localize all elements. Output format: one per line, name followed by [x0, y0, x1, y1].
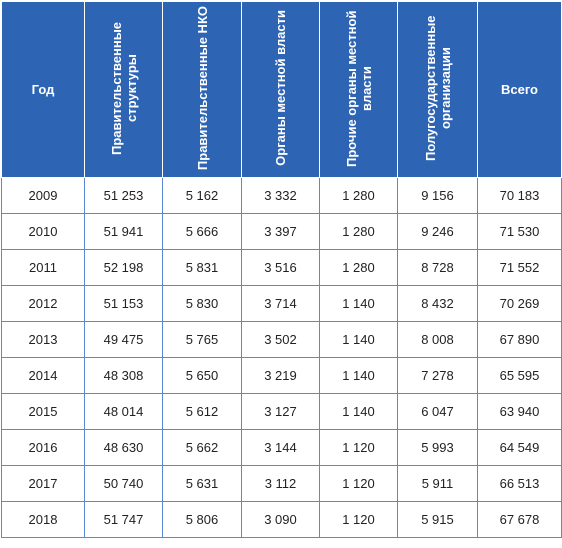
cell-semi-government: 5 993	[397, 429, 478, 466]
cell-other-local-authorities: 1 120	[319, 465, 398, 502]
cell-year: 2017	[1, 465, 85, 502]
cell-year: 2013	[1, 321, 85, 358]
cell-semi-government: 6 047	[397, 393, 478, 430]
cell-government-ngo: 5 831	[162, 249, 242, 286]
table-row: 2014 48 308 5 650 3 219 1 140 7 278 65 5…	[1, 357, 562, 394]
cell-government-ngo: 5 765	[162, 321, 242, 358]
cell-government-ngo: 5 666	[162, 213, 242, 250]
cell-year: 2011	[1, 249, 85, 286]
header-government-structures: Правительственные структуры	[84, 1, 163, 178]
cell-total: 70 183	[477, 177, 562, 214]
cell-government-ngo: 5 830	[162, 285, 242, 322]
cell-semi-government: 7 278	[397, 357, 478, 394]
table-body: 2009 51 253 5 162 3 332 1 280 9 156 70 1…	[1, 177, 562, 538]
table-row: 2017 50 740 5 631 3 112 1 120 5 911 66 5…	[1, 465, 562, 502]
header-government-structures-label: Правительственные структуры	[108, 21, 139, 155]
cell-local-authorities: 3 332	[241, 177, 320, 214]
header-total: Всего	[477, 1, 562, 178]
cell-year: 2018	[1, 501, 85, 538]
table-row: 2011 52 198 5 831 3 516 1 280 8 728 71 5…	[1, 249, 562, 286]
cell-local-authorities: 3 219	[241, 357, 320, 394]
cell-government-ngo: 5 806	[162, 501, 242, 538]
cell-other-local-authorities: 1 120	[319, 429, 398, 466]
cell-local-authorities: 3 516	[241, 249, 320, 286]
cell-semi-government: 8 728	[397, 249, 478, 286]
table-header: Год Правительственные структуры Правител…	[1, 1, 562, 178]
cell-other-local-authorities: 1 140	[319, 321, 398, 358]
cell-government-ngo: 5 631	[162, 465, 242, 502]
cell-government-structures: 48 308	[84, 357, 163, 394]
cell-total: 65 595	[477, 357, 562, 394]
cell-semi-government: 9 156	[397, 177, 478, 214]
header-other-local-authorities: Прочие органы местной власти	[319, 1, 398, 178]
header-total-label: Всего	[500, 82, 539, 97]
cell-government-structures: 48 014	[84, 393, 163, 430]
cell-government-ngo: 5 662	[162, 429, 242, 466]
cell-government-ngo: 5 162	[162, 177, 242, 214]
cell-local-authorities: 3 144	[241, 429, 320, 466]
cell-total: 67 678	[477, 501, 562, 538]
cell-semi-government: 5 911	[397, 465, 478, 502]
cell-other-local-authorities: 1 120	[319, 501, 398, 538]
cell-government-structures: 49 475	[84, 321, 163, 358]
cell-government-structures: 51 747	[84, 501, 163, 538]
cell-government-structures: 51 941	[84, 213, 163, 250]
cell-total: 66 513	[477, 465, 562, 502]
header-local-authorities-label: Органы местной власти	[273, 10, 288, 166]
cell-government-structures: 50 740	[84, 465, 163, 502]
cell-semi-government: 5 915	[397, 501, 478, 538]
cell-year: 2010	[1, 213, 85, 250]
cell-year: 2016	[1, 429, 85, 466]
cell-local-authorities: 3 112	[241, 465, 320, 502]
cell-semi-government: 8 008	[397, 321, 478, 358]
table-row: 2015 48 014 5 612 3 127 1 140 6 047 63 9…	[1, 393, 562, 430]
cell-year: 2014	[1, 357, 85, 394]
cell-semi-government: 8 432	[397, 285, 478, 322]
cell-total: 64 549	[477, 429, 562, 466]
header-semi-government-label: Полугосударственные организации	[422, 15, 453, 161]
cell-year: 2009	[1, 177, 85, 214]
cell-other-local-authorities: 1 280	[319, 249, 398, 286]
header-row: Год Правительственные структуры Правител…	[1, 1, 562, 178]
header-government-ngo-label: Правительственные НКО	[194, 5, 210, 171]
cell-government-structures: 52 198	[84, 249, 163, 286]
cell-year: 2012	[1, 285, 85, 322]
cell-local-authorities: 3 090	[241, 501, 320, 538]
cell-local-authorities: 3 397	[241, 213, 320, 250]
table-row: 2013 49 475 5 765 3 502 1 140 8 008 67 8…	[1, 321, 562, 358]
header-year-label: Год	[31, 82, 55, 97]
cell-other-local-authorities: 1 140	[319, 285, 398, 322]
cell-government-ngo: 5 612	[162, 393, 242, 430]
cell-government-structures: 48 630	[84, 429, 163, 466]
header-semi-government: Полугосударственные организации	[397, 1, 478, 178]
header-local-authorities: Органы местной власти	[241, 1, 320, 178]
cell-government-ngo: 5 650	[162, 357, 242, 394]
cell-total: 70 269	[477, 285, 562, 322]
cell-year: 2015	[1, 393, 85, 430]
table-row: 2018 51 747 5 806 3 090 1 120 5 915 67 6…	[1, 501, 562, 538]
table-row: 2010 51 941 5 666 3 397 1 280 9 246 71 5…	[1, 213, 562, 250]
header-year: Год	[1, 1, 85, 178]
cell-other-local-authorities: 1 140	[319, 393, 398, 430]
cell-total: 71 552	[477, 249, 562, 286]
table-row: 2016 48 630 5 662 3 144 1 120 5 993 64 5…	[1, 429, 562, 466]
cell-local-authorities: 3 502	[241, 321, 320, 358]
cell-total: 67 890	[477, 321, 562, 358]
table-row: 2009 51 253 5 162 3 332 1 280 9 156 70 1…	[1, 177, 562, 214]
cell-local-authorities: 3 127	[241, 393, 320, 430]
cell-other-local-authorities: 1 140	[319, 357, 398, 394]
header-other-local-authorities-label: Прочие органы местной власти	[343, 9, 374, 167]
cell-government-structures: 51 153	[84, 285, 163, 322]
header-government-ngo: Правительственные НКО	[162, 1, 242, 178]
cell-total: 71 530	[477, 213, 562, 250]
cell-total: 63 940	[477, 393, 562, 430]
table-row: 2012 51 153 5 830 3 714 1 140 8 432 70 2…	[1, 285, 562, 322]
cell-other-local-authorities: 1 280	[319, 213, 398, 250]
statistics-table: Год Правительственные структуры Правител…	[1, 1, 562, 538]
cell-local-authorities: 3 714	[241, 285, 320, 322]
cell-government-structures: 51 253	[84, 177, 163, 214]
cell-other-local-authorities: 1 280	[319, 177, 398, 214]
cell-semi-government: 9 246	[397, 213, 478, 250]
